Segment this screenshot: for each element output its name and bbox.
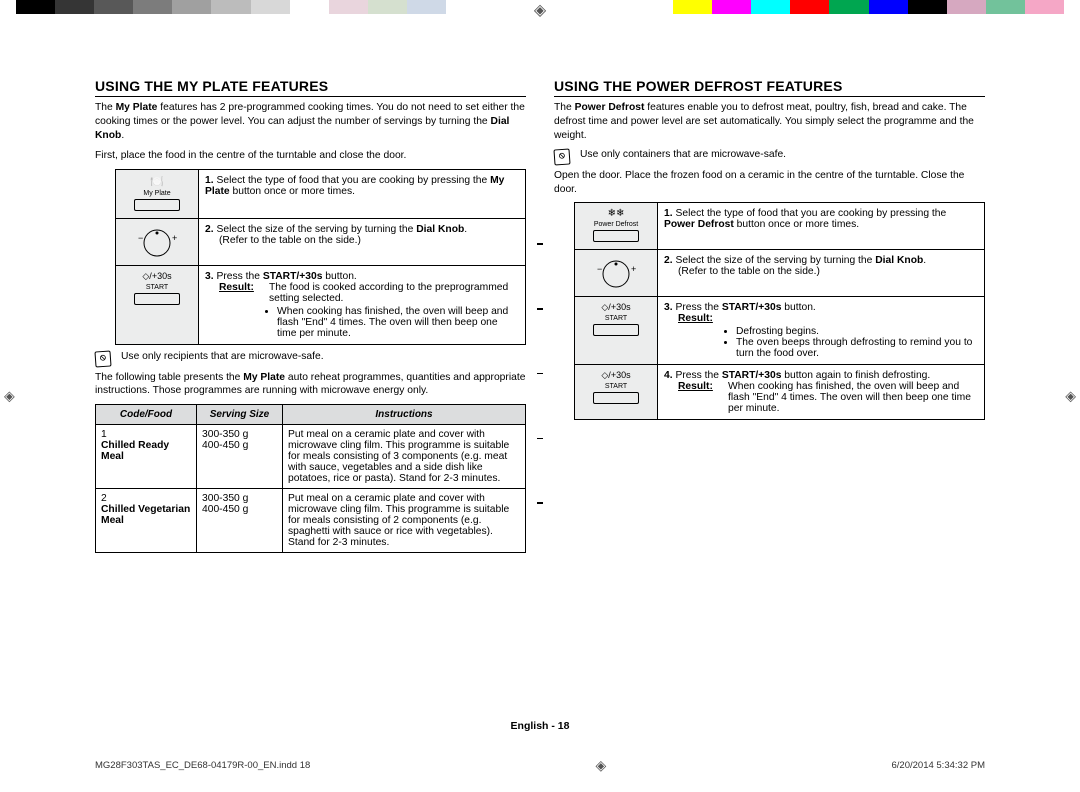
step-icon-start: ◇/+30s START: [116, 265, 199, 344]
registration-bottom: ◈: [596, 757, 607, 774]
left-heading: USING THE MY PLATE FEATURES: [95, 78, 526, 97]
step-icon-defrost: ❄︎❄︎ Power Defrost: [575, 203, 658, 250]
registration-right: ◈: [1065, 388, 1076, 405]
rstep3-text: 3. Press the START/+30s button. Result: …: [658, 297, 985, 365]
svg-text:+: +: [631, 264, 636, 274]
note-icon: ⦸: [553, 148, 570, 165]
step-icon-start3: ◇/+30s START: [575, 365, 658, 420]
step-icon-knob2: −+: [575, 250, 658, 297]
rstep2-text: 2. Select the size of the serving by tur…: [658, 250, 985, 297]
registration-left: ◈: [4, 388, 15, 405]
left-intro-1: The My Plate features has 2 pre-programm…: [95, 101, 526, 143]
svg-text:−: −: [597, 264, 602, 274]
step1-text: 1. Select the type of food that you are …: [199, 169, 526, 218]
right-column: USING THE POWER DEFROST FEATURES The Pow…: [554, 70, 985, 752]
programs-intro: The following table presents the My Plat…: [95, 371, 526, 399]
registration-top: ◈: [534, 0, 546, 20]
colorbar-left: [16, 0, 446, 14]
svg-text:+: +: [172, 233, 177, 243]
step-icon-start2: ◇/+30s START: [575, 297, 658, 365]
note-icon: ⦸: [94, 350, 111, 367]
right-safety-note: ⦸ Use only containers that are microwave…: [554, 149, 985, 165]
program-row: 1Chilled Ready Meal 300-350 g 400-450 g …: [96, 425, 526, 489]
rstep4-text: 4. Press the START/+30s button again to …: [658, 365, 985, 420]
footer-file: MG28F303TAS_EC_DE68-04179R-00_EN.indd 18: [95, 760, 310, 771]
right-steps-table: ❄︎❄︎ Power Defrost 1. Select the type of…: [574, 202, 985, 420]
programs-table: Code/Food Serving Size Instructions 1Chi…: [95, 404, 526, 553]
right-heading: USING THE POWER DEFROST FEATURES: [554, 78, 985, 97]
left-safety-note: ⦸ Use only recipients that are microwave…: [95, 351, 526, 367]
th-instr: Instructions: [283, 405, 526, 425]
colorbar-right: [634, 0, 1064, 14]
th-size: Serving Size: [197, 405, 283, 425]
footer-date: 6/20/2014 5:34:32 PM: [892, 760, 986, 771]
step-icon-myplate: 🍽️ My Plate: [116, 169, 199, 218]
step2-text: 2. Select the size of the serving by tur…: [199, 218, 526, 265]
svg-text:−: −: [138, 233, 143, 243]
step3-text: 3. Press the START/+30s button. Result: …: [199, 265, 526, 344]
right-intro-1: The Power Defrost features enable you to…: [554, 101, 985, 143]
right-intro-2: Open the door. Place the frozen food on …: [554, 169, 985, 197]
step-icon-knob: −+: [116, 218, 199, 265]
left-column: USING THE MY PLATE FEATURES The My Plate…: [95, 70, 526, 752]
rstep1-text: 1. Select the type of food that you are …: [658, 203, 985, 250]
page-footer-bottom: MG28F303TAS_EC_DE68-04179R-00_EN.indd 18…: [95, 757, 985, 774]
th-code: Code/Food: [96, 405, 197, 425]
program-row: 2Chilled Vegetarian Meal 300-350 g 400-4…: [96, 489, 526, 553]
page-footer-center: English - 18: [0, 720, 1080, 732]
left-intro-2: First, place the food in the centre of t…: [95, 149, 526, 163]
left-steps-table: 🍽️ My Plate 1. Select the type of food t…: [115, 169, 526, 345]
